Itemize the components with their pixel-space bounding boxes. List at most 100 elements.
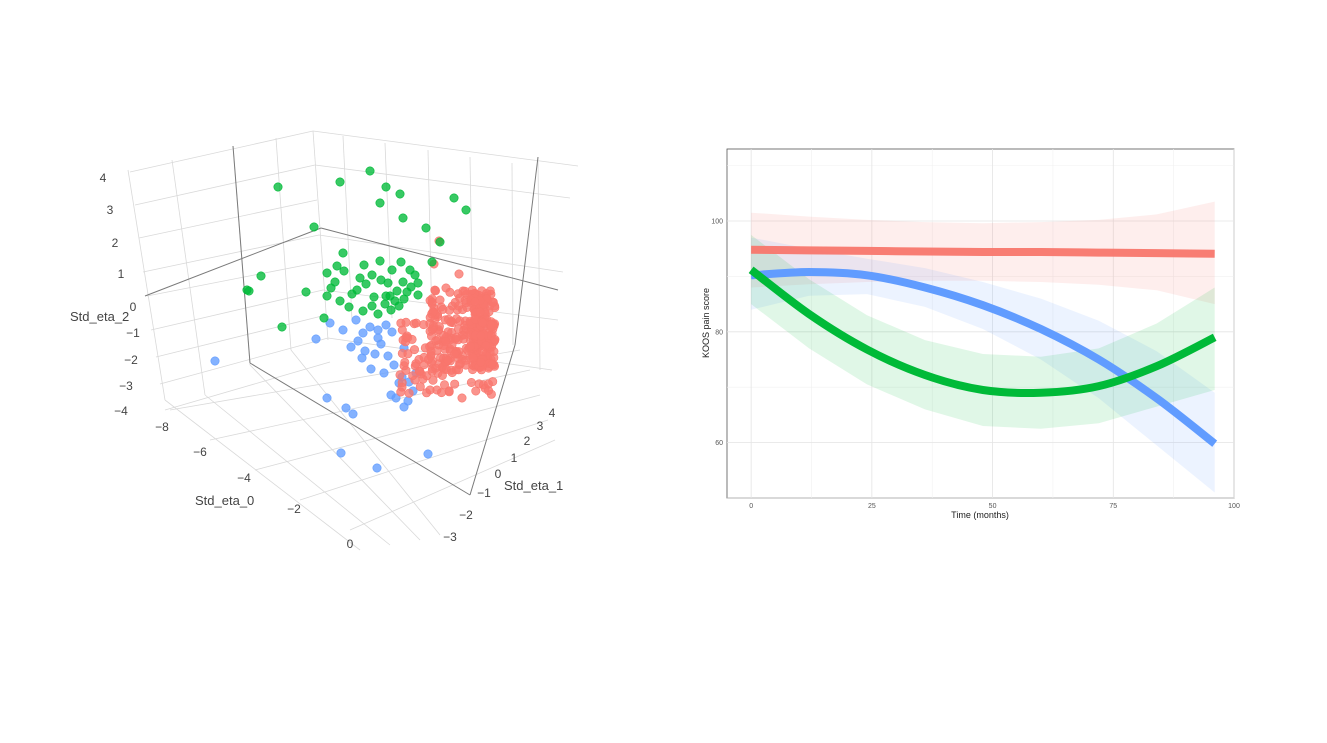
z-tick-label: 0 — [130, 300, 137, 314]
x-tick-label: 75 — [1109, 503, 1117, 510]
red-point — [488, 297, 498, 307]
red-point — [466, 341, 476, 351]
x-tick-label: 50 — [989, 503, 997, 510]
y-tick-label: −1 — [477, 486, 491, 500]
red-confidence-band — [751, 201, 1215, 305]
z-tick-label: 2 — [112, 236, 119, 250]
red-point — [404, 388, 414, 398]
red-point — [437, 370, 447, 380]
green-point — [375, 198, 385, 208]
red-point — [450, 349, 460, 359]
blue-point — [389, 360, 399, 370]
red-point — [397, 325, 407, 335]
red-point — [454, 365, 464, 375]
green-point — [355, 273, 365, 283]
red-point — [468, 353, 478, 363]
y-tick-label: 3 — [537, 419, 544, 433]
blue-point — [338, 325, 348, 335]
red-point — [478, 318, 488, 328]
y-tick-label: 80 — [715, 329, 723, 336]
red-point — [438, 304, 448, 314]
red-point — [418, 374, 428, 384]
green-point — [335, 177, 345, 187]
red-trajectory-line — [751, 245, 1215, 258]
blue-trajectory-line — [750, 268, 1218, 447]
red-point — [425, 385, 435, 395]
blue-point — [381, 320, 391, 330]
green-point — [322, 291, 332, 301]
red-point — [419, 360, 429, 370]
green-point — [365, 166, 375, 176]
red-point — [396, 387, 406, 397]
red-point — [430, 286, 440, 296]
green-point — [309, 222, 319, 232]
red-point — [487, 359, 497, 369]
tick-labels: 0 25 50 75 100 60 80 100 — [711, 219, 1240, 510]
x-tick-label: −4 — [237, 471, 251, 485]
red-point — [414, 366, 424, 376]
y-axis-title: Std_eta_1 — [504, 478, 563, 493]
red-point — [486, 389, 496, 399]
red-point — [411, 318, 421, 328]
x-tick-label: −8 — [155, 420, 169, 434]
green-point — [359, 260, 369, 270]
green-point — [338, 248, 348, 258]
plot-panel-border — [726, 148, 1235, 499]
y-tick-label: −3 — [443, 530, 457, 544]
red-point — [403, 349, 413, 359]
trajectory-lines — [748, 245, 1218, 447]
blue-point — [357, 353, 367, 363]
blue-point — [383, 351, 393, 361]
blue-point — [348, 409, 358, 419]
green-point — [256, 271, 266, 281]
red-point — [477, 346, 487, 356]
green-point — [396, 257, 406, 267]
green-point — [398, 213, 408, 223]
red-point — [489, 346, 499, 356]
x-tick-label: −6 — [193, 445, 207, 459]
red-point — [428, 375, 438, 385]
red-point — [435, 295, 445, 305]
y-axis-title: KOOS pain score — [701, 288, 711, 358]
green-point — [367, 270, 377, 280]
green-point — [332, 261, 342, 271]
red-point — [425, 319, 435, 329]
z-tick-label: 4 — [100, 171, 107, 185]
blue-point — [366, 364, 376, 374]
x-axis-title: Time (months) — [951, 510, 1009, 520]
red-point — [476, 357, 486, 367]
red-point — [485, 286, 495, 296]
blue-point — [353, 336, 363, 346]
red-point — [488, 377, 498, 387]
blue-point — [423, 449, 433, 459]
green-point — [402, 287, 412, 297]
green-point — [273, 182, 283, 192]
blue-point — [403, 396, 413, 406]
red-point — [471, 386, 481, 396]
blue-point — [376, 339, 386, 349]
green-point — [339, 266, 349, 276]
x-tick-label: 0 — [749, 503, 753, 510]
red-point — [441, 283, 451, 293]
blue-point — [370, 349, 380, 359]
green-point — [427, 257, 437, 267]
red-point — [427, 366, 437, 376]
blue-point — [372, 463, 382, 473]
green-point — [394, 301, 404, 311]
plot-gridlines — [727, 149, 1235, 499]
z-axis-title: Std_eta_2 — [70, 309, 129, 324]
red-point — [395, 370, 405, 380]
red-point — [409, 345, 419, 355]
red-point — [466, 377, 476, 387]
green-point — [387, 265, 397, 275]
green-point — [375, 256, 385, 266]
blue-point — [387, 327, 397, 337]
red-point — [427, 297, 437, 307]
green-point — [301, 287, 311, 297]
z-tick-label: −2 — [124, 353, 138, 367]
green-point — [367, 301, 377, 311]
blue-point — [346, 342, 356, 352]
green-point — [277, 322, 287, 332]
